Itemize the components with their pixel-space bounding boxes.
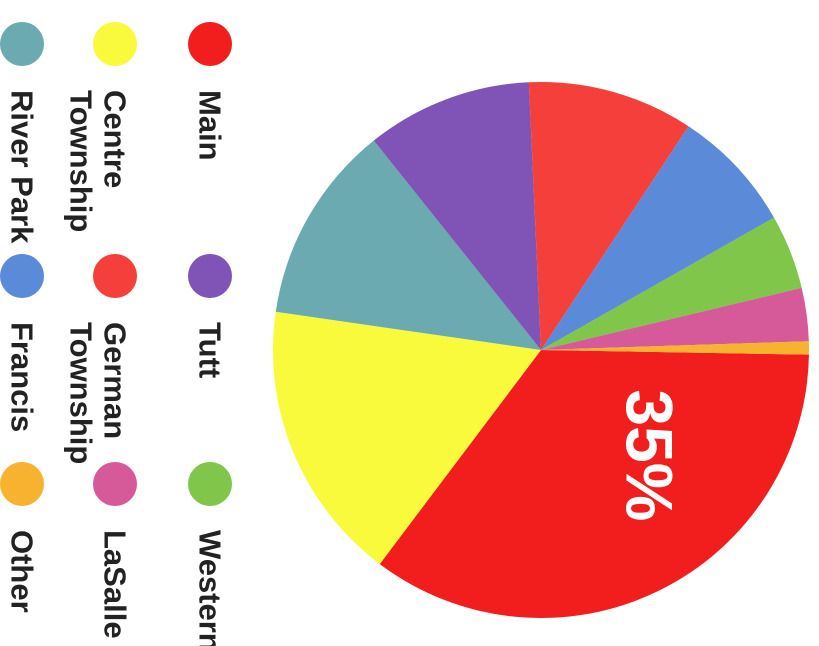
legend-swatch xyxy=(93,462,137,506)
legend-swatch xyxy=(93,254,137,298)
legend-label: Main xyxy=(193,90,228,161)
pie: 35% xyxy=(272,82,810,618)
legend-label: River Park xyxy=(5,90,40,244)
data-label-main: 35% xyxy=(613,389,687,521)
legend-swatch xyxy=(0,254,44,298)
pie-slice-centre-township xyxy=(272,311,541,565)
pie-slice-river-park xyxy=(275,140,541,350)
legend-label: Township xyxy=(64,322,99,464)
legend-swatch xyxy=(0,22,44,66)
legend-item: River Park xyxy=(0,22,44,244)
legend-item: Other xyxy=(0,462,44,613)
pie-slice-other xyxy=(541,341,810,355)
legend-swatch xyxy=(188,462,232,506)
legend-label: Francis xyxy=(5,322,40,432)
legend-item: Francis xyxy=(0,254,44,432)
legend-swatch xyxy=(188,22,232,66)
pie-slice-tutt xyxy=(373,82,541,351)
legend-item: Main xyxy=(188,22,232,161)
legend-item: Western xyxy=(188,462,232,646)
legend-swatch xyxy=(93,22,137,66)
legend-label: Centre xyxy=(98,90,133,188)
pie-slice-francis xyxy=(541,126,775,350)
legend-item: Tutt xyxy=(188,254,232,378)
legend-label: Township xyxy=(64,90,99,232)
legend-label: LaSalle xyxy=(98,530,133,639)
legend-label: Western xyxy=(193,530,228,646)
legend-label: Other xyxy=(5,530,40,613)
legend-label: Tutt xyxy=(193,322,228,378)
pie-slice-german-township xyxy=(528,82,689,351)
legend-item: LaSalle xyxy=(93,462,137,639)
legend-label: German xyxy=(98,322,133,439)
legend-swatch xyxy=(0,462,44,506)
legend-swatch xyxy=(188,254,232,298)
pie-slice-lasalle xyxy=(541,287,809,350)
pie-slice-western xyxy=(541,217,802,350)
pie-slice-main xyxy=(379,350,809,618)
